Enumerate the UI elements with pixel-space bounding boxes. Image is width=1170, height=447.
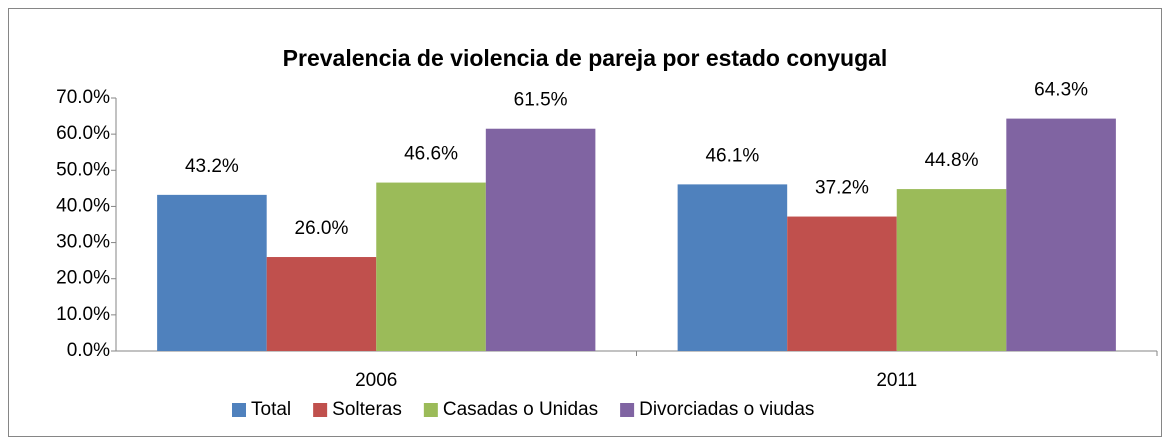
data-label: 43.2%	[185, 156, 239, 177]
y-tick-label: 60.0%	[56, 123, 110, 144]
data-label: 46.6%	[404, 144, 458, 165]
data-label: 44.8%	[925, 150, 979, 171]
legend-swatch	[423, 403, 438, 417]
bar	[1006, 118, 1116, 351]
legend-swatch	[232, 403, 246, 417]
bar	[485, 128, 596, 351]
bar	[896, 189, 1007, 351]
y-tick-label: 70.0%	[56, 87, 110, 108]
bar	[677, 184, 788, 351]
y-tick-label: 20.0%	[56, 268, 110, 289]
legend-swatch	[620, 403, 635, 417]
legend-label: Total	[251, 399, 291, 420]
y-tick-label: 30.0%	[56, 232, 110, 253]
y-tick-label: 0.0%	[67, 340, 110, 361]
y-tick-label: 10.0%	[56, 304, 110, 325]
data-label: 61.5%	[514, 90, 568, 111]
legend-label: Solteras	[332, 399, 402, 420]
bar	[787, 216, 897, 351]
y-tick-label: 50.0%	[56, 159, 110, 180]
data-label: 64.3%	[1034, 80, 1088, 101]
data-label: 46.1%	[705, 145, 759, 166]
x-tick-label: 2006	[355, 370, 397, 391]
data-label: 26.0%	[295, 218, 349, 239]
bar	[157, 194, 267, 351]
bar	[266, 257, 377, 351]
legend-swatch	[313, 403, 328, 417]
legend-label: Casadas o Unidas	[443, 399, 598, 420]
chart-title: Prevalencia de violencia de pareja por e…	[283, 45, 888, 71]
legend-label: Divorciadas o viudas	[639, 399, 814, 420]
x-tick-label: 2011	[876, 370, 917, 391]
bar	[376, 182, 486, 351]
data-label: 37.2%	[815, 178, 869, 199]
y-tick-label: 40.0%	[56, 195, 110, 216]
